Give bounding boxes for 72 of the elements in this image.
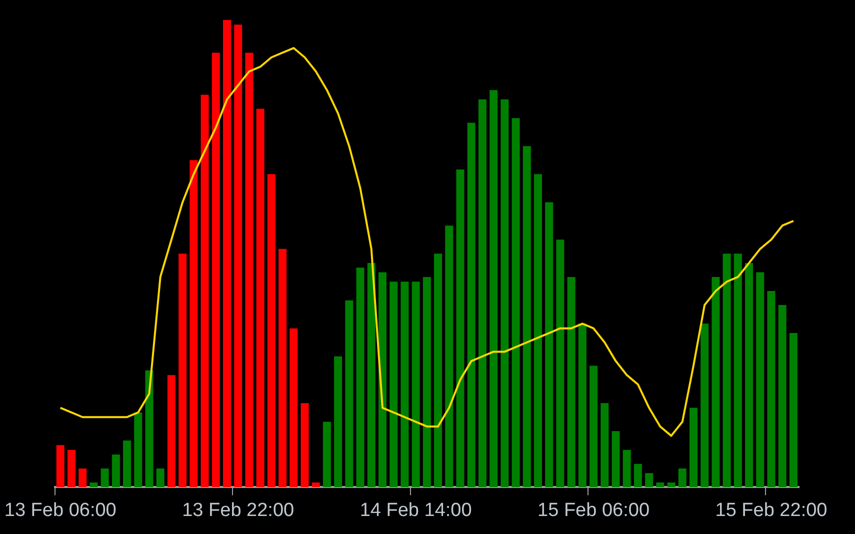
bar: [600, 403, 609, 488]
bar: [256, 108, 264, 488]
x-tick-label: 14 Feb 14:00: [360, 500, 472, 521]
x-tick-label: 15 Feb 06:00: [538, 500, 650, 521]
bar: [390, 282, 398, 488]
bar: [500, 99, 509, 488]
bar: [200, 94, 209, 488]
bar: [222, 20, 231, 488]
bar: [556, 240, 564, 488]
bar: [590, 366, 598, 488]
bar: [656, 482, 664, 488]
bar: [134, 412, 142, 488]
bar: [456, 170, 464, 488]
bar: [345, 300, 354, 488]
bar: [756, 272, 764, 488]
bar: [300, 403, 309, 488]
bar: [67, 450, 76, 488]
bar: [167, 375, 176, 488]
bar: [212, 52, 220, 488]
bar: [190, 160, 198, 488]
bar: [234, 24, 242, 488]
bar: [78, 468, 87, 488]
bar: [634, 464, 642, 488]
bar: [356, 268, 364, 488]
bar: [567, 276, 576, 488]
bar: [434, 254, 442, 488]
bar: [412, 282, 420, 488]
bar: [267, 174, 276, 488]
bar: [545, 202, 554, 488]
bar: [712, 276, 720, 488]
bar: [745, 262, 754, 488]
x-tick-label: 15 Feb 22:00: [715, 500, 828, 521]
bar: [112, 454, 120, 488]
bar: [445, 226, 454, 488]
bar: [667, 482, 676, 488]
bar: [156, 468, 164, 488]
bar: [689, 408, 698, 488]
bar: [90, 482, 98, 488]
bar: [100, 468, 109, 488]
bar: [512, 118, 520, 488]
bar: [734, 254, 742, 488]
bar: [789, 333, 798, 488]
bar: [378, 272, 386, 488]
bar: [522, 146, 531, 488]
bar: [767, 290, 776, 488]
bar: [334, 356, 342, 488]
bar: [722, 254, 731, 488]
bar: [322, 422, 331, 488]
bar: [622, 450, 631, 488]
bar: [178, 254, 187, 488]
bar: [400, 282, 409, 488]
x-tick-label: 13 Feb 06:00: [4, 500, 116, 521]
bar: [467, 122, 476, 488]
bar: [578, 324, 586, 488]
bar: [312, 482, 320, 488]
bar: [278, 248, 287, 488]
bar: [700, 324, 709, 488]
bar: [145, 370, 154, 488]
bar: [123, 440, 132, 488]
bar: [290, 328, 298, 488]
bar: [56, 445, 64, 488]
bar: [612, 431, 620, 488]
bar: [478, 99, 486, 488]
bar: [367, 262, 376, 488]
bar: [422, 276, 431, 488]
bar: [490, 90, 498, 488]
x-tick-label: 13 Feb 22:00: [182, 500, 294, 521]
bar: [778, 304, 786, 488]
bar: [534, 174, 542, 488]
bar: [645, 473, 654, 488]
bar: [245, 52, 254, 488]
bar: [678, 468, 686, 488]
